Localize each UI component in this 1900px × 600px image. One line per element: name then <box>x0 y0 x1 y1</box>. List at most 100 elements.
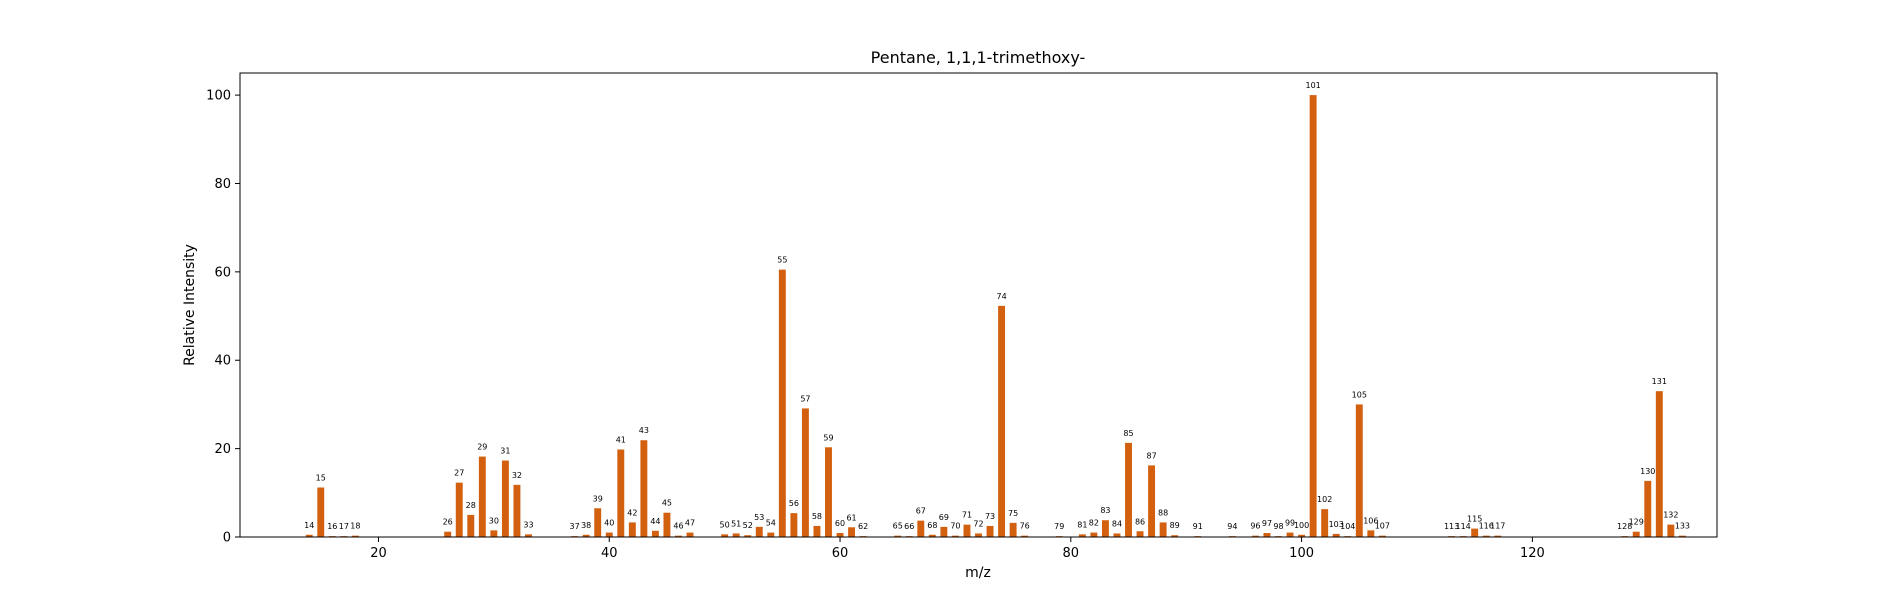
bar-label-mz-32: 32 <box>512 471 522 480</box>
bar-label-mz-53: 53 <box>754 513 764 522</box>
bar-label-mz-106: 106 <box>1363 516 1378 525</box>
bar-mz-31 <box>501 460 509 537</box>
bar-mz-87 <box>1148 465 1156 537</box>
bar-label-mz-52: 52 <box>743 521 753 530</box>
bar-label-mz-87: 87 <box>1146 451 1156 460</box>
bar-mz-57 <box>801 408 809 537</box>
x-tick-label: 80 <box>1063 546 1080 561</box>
bar-label-mz-115: 115 <box>1467 515 1482 524</box>
bar-label-mz-42: 42 <box>627 508 637 517</box>
bar-label-mz-16: 16 <box>327 522 337 531</box>
x-tick-label: 40 <box>601 546 618 561</box>
x-tick-label: 100 <box>1289 546 1314 561</box>
bar-label-mz-69: 69 <box>939 513 949 522</box>
bar-label-mz-91: 91 <box>1193 522 1203 531</box>
bar-mz-115 <box>1471 528 1479 537</box>
bar-label-mz-50: 50 <box>720 520 730 529</box>
bar-label-mz-75: 75 <box>1008 509 1018 518</box>
bar-mz-18 <box>351 535 359 537</box>
bar-label-mz-113: 113 <box>1444 522 1459 531</box>
bar-label-mz-15: 15 <box>316 474 326 483</box>
bar-label-mz-55: 55 <box>777 256 787 265</box>
bar-mz-60 <box>836 533 844 537</box>
bar-mz-61 <box>848 527 856 537</box>
bar-label-mz-68: 68 <box>927 521 937 530</box>
bar-mz-82 <box>1090 532 1098 537</box>
bar-label-mz-30: 30 <box>489 516 499 525</box>
bar-label-mz-74: 74 <box>996 292 1006 301</box>
bar-label-mz-14: 14 <box>304 521 314 530</box>
bar-mz-81 <box>1078 534 1086 537</box>
bar-mz-106 <box>1367 530 1375 537</box>
bar-mz-85 <box>1125 442 1132 537</box>
bar-label-mz-97: 97 <box>1262 519 1272 528</box>
bar-label-mz-100: 100 <box>1294 521 1309 530</box>
bar-label-mz-17: 17 <box>339 522 349 531</box>
bar-label-mz-44: 44 <box>650 517 660 526</box>
bar-label-mz-61: 61 <box>846 513 856 522</box>
y-tick-label: 80 <box>214 177 231 192</box>
bar-label-mz-88: 88 <box>1158 508 1168 517</box>
bar-mz-84 <box>1113 533 1121 537</box>
bar-label-mz-29: 29 <box>477 443 487 452</box>
bar-label-mz-45: 45 <box>662 499 672 508</box>
bar-label-mz-41: 41 <box>616 436 626 445</box>
bar-label-mz-103: 103 <box>1329 520 1344 529</box>
bar-mz-50 <box>721 534 729 537</box>
bar-mz-33 <box>525 534 532 537</box>
bar-mz-73 <box>986 525 994 537</box>
bar-label-mz-105: 105 <box>1352 390 1367 399</box>
bar-mz-74 <box>998 305 1006 537</box>
bar-label-mz-98: 98 <box>1273 522 1283 531</box>
bar-mz-52 <box>744 535 752 537</box>
bar-label-mz-56: 56 <box>789 499 799 508</box>
x-tick-label: 120 <box>1520 546 1545 561</box>
bar-label-mz-84: 84 <box>1112 519 1122 528</box>
x-axis-label: m/z <box>965 565 991 581</box>
bar-label-mz-66: 66 <box>904 522 914 531</box>
y-tick-label: 40 <box>214 354 231 369</box>
bar-label-mz-99: 99 <box>1285 519 1295 528</box>
bar-label-mz-31: 31 <box>500 447 510 456</box>
bar-label-mz-40: 40 <box>604 519 614 528</box>
bar-label-mz-96: 96 <box>1250 522 1260 531</box>
bar-mz-103 <box>1332 533 1340 537</box>
bar-label-mz-73: 73 <box>985 512 995 521</box>
bar-mz-29 <box>478 456 486 537</box>
bar-mz-116 <box>1482 535 1490 537</box>
bar-mz-45 <box>663 512 671 537</box>
bar-mz-39 <box>594 508 602 537</box>
bar-label-mz-57: 57 <box>800 394 810 403</box>
bar-mz-131 <box>1655 391 1663 537</box>
bar-mz-68 <box>928 534 936 537</box>
bar-label-mz-33: 33 <box>523 520 533 529</box>
bar-mz-130 <box>1644 480 1652 537</box>
bar-mz-30 <box>490 530 498 537</box>
bar-label-mz-85: 85 <box>1123 429 1133 438</box>
bar-labels-group: 14 15 16 17 18 26 27 28 29 30 31 32 33 37 38 39 40 41 42 43… <box>304 81 1690 531</box>
bar-label-mz-60: 60 <box>835 519 845 528</box>
bar-mz-51 <box>732 533 740 537</box>
bar-label-mz-86: 86 <box>1135 517 1145 526</box>
plot-frame <box>239 72 1718 538</box>
bar-label-mz-59: 59 <box>823 433 833 442</box>
bar-label-mz-51: 51 <box>731 519 741 528</box>
bar-label-mz-94: 94 <box>1227 522 1237 531</box>
bar-mz-97 <box>1263 533 1271 537</box>
bar-mz-133 <box>1678 535 1686 537</box>
bar-mz-70 <box>951 535 959 537</box>
bar-mz-27 <box>455 482 463 537</box>
bar-mz-101 <box>1309 95 1317 537</box>
bar-label-mz-102: 102 <box>1317 495 1332 504</box>
bar-label-mz-130: 130 <box>1640 467 1655 476</box>
bar-label-mz-114: 114 <box>1455 522 1470 531</box>
bar-mz-58 <box>813 525 821 537</box>
bar-label-mz-47: 47 <box>685 519 695 528</box>
bar-label-mz-82: 82 <box>1089 519 1099 528</box>
bar-label-mz-65: 65 <box>893 522 903 531</box>
bar-mz-53 <box>755 526 763 537</box>
bar-mz-117 <box>1494 535 1502 537</box>
bar-mz-83 <box>1101 520 1109 537</box>
y-tick-label: 60 <box>214 265 231 280</box>
